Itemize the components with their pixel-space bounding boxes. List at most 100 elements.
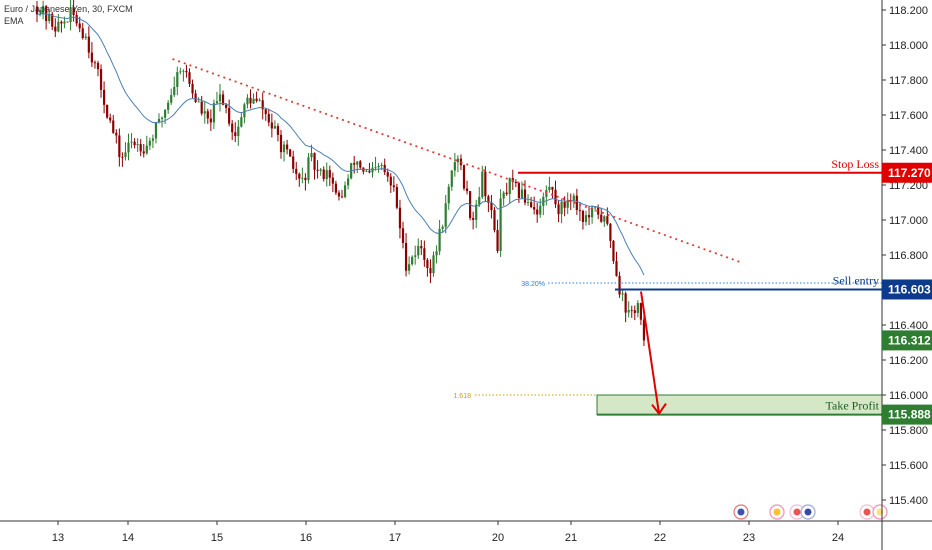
x-tick-label: 20 <box>492 532 504 544</box>
candle-body <box>99 69 103 90</box>
candle-body <box>133 141 136 146</box>
candle-body <box>298 173 301 179</box>
current-price-tag-text: 116.312 <box>888 333 931 347</box>
candle-body <box>612 240 615 262</box>
candle-body <box>536 209 539 215</box>
candle-body <box>636 303 639 313</box>
x-tick-label: 13 <box>52 532 64 544</box>
candle-body <box>127 142 130 153</box>
candle-body <box>258 100 261 102</box>
candle-body <box>48 13 51 22</box>
candle-body <box>45 6 48 22</box>
annotation-lines: Stop Loss 38.20% Sell entry 1.618 Take Profi… <box>172 58 882 416</box>
candle-body <box>606 216 609 224</box>
candle-body <box>417 246 420 256</box>
candle-body <box>597 207 600 215</box>
candle-body <box>151 138 154 141</box>
candle-body <box>340 196 344 198</box>
candle-body <box>389 176 392 186</box>
candle-body <box>136 144 139 146</box>
candle-body <box>148 140 151 146</box>
candle-body <box>594 207 597 209</box>
candle-body <box>572 195 575 202</box>
candle-body <box>435 251 438 256</box>
candle-body <box>530 202 533 208</box>
candle-body <box>584 215 588 222</box>
x-tick-label: 24 <box>832 532 844 544</box>
candle-body <box>310 153 313 158</box>
candle-body <box>90 52 93 63</box>
candle-body <box>286 144 289 150</box>
candle-body <box>325 170 328 179</box>
candle-body <box>618 275 621 295</box>
candle-body <box>322 169 325 179</box>
candle-body <box>499 198 502 251</box>
candle-body <box>456 158 459 163</box>
candle-body <box>173 86 176 96</box>
candle-body <box>398 207 402 229</box>
fib-1618-label: 1.618 <box>453 393 471 400</box>
x-tick-label: 15 <box>211 532 223 544</box>
candle-body <box>228 107 231 124</box>
candle-body <box>401 228 405 243</box>
candle-body <box>206 111 209 119</box>
symbol-title: Euro / Japanese Yen, 30, FXCM <box>4 4 133 14</box>
candle-body <box>81 28 84 39</box>
candle-body <box>478 197 481 205</box>
candle-body <box>465 188 469 192</box>
candle-body <box>377 165 380 168</box>
candle-body <box>112 120 115 133</box>
y-tick-label: 118.200 <box>889 5 928 17</box>
candle-body <box>557 204 560 215</box>
candle-body <box>164 109 167 118</box>
candle-body <box>365 170 368 172</box>
candle-body <box>170 95 173 103</box>
candle-body <box>566 200 569 208</box>
event-icons <box>733 504 888 520</box>
candle-body <box>639 303 642 320</box>
candle-body <box>234 132 237 137</box>
candle-body <box>316 169 319 171</box>
candle-body <box>279 134 283 153</box>
candle-body <box>225 104 228 108</box>
candle-body <box>450 170 453 187</box>
candle-body <box>432 255 435 274</box>
stop-loss-price-tag <box>882 162 932 183</box>
candle-body <box>106 104 109 118</box>
candle-body <box>142 151 145 154</box>
candle-body <box>197 101 200 103</box>
candle-body <box>182 70 185 72</box>
economic-event-icon-core <box>793 508 801 516</box>
candle-body <box>276 126 280 135</box>
candle-body <box>252 98 255 104</box>
y-tick-label: 116.200 <box>889 355 928 367</box>
candle-body <box>642 319 646 341</box>
x-tick-label: 21 <box>565 532 577 544</box>
candle-body <box>124 152 127 158</box>
candle-body <box>179 71 182 73</box>
candle-body <box>118 135 121 157</box>
current-price-tag <box>882 330 932 351</box>
candle-body <box>420 246 423 249</box>
candle-body <box>578 210 581 211</box>
candle-body <box>633 310 636 313</box>
candle-body <box>96 62 100 70</box>
candle-body <box>395 187 398 208</box>
ema-line <box>36 13 645 276</box>
candle-body <box>328 170 331 178</box>
candle-body <box>109 117 112 121</box>
ema <box>36 13 645 276</box>
candle-body <box>560 202 563 215</box>
y-tick-label: 117.800 <box>889 75 928 87</box>
candle-body <box>72 7 75 15</box>
sell-entry-price-tag-text: 116.603 <box>888 282 931 296</box>
candle-body <box>490 202 493 211</box>
candle-body <box>63 21 66 24</box>
candle-body <box>212 103 215 123</box>
candle-body <box>304 177 307 181</box>
candle-body <box>587 215 591 218</box>
candle-body <box>289 149 292 157</box>
x-tick-label: 14 <box>122 532 134 544</box>
take-profit-label: Take Profit <box>826 399 880 413</box>
